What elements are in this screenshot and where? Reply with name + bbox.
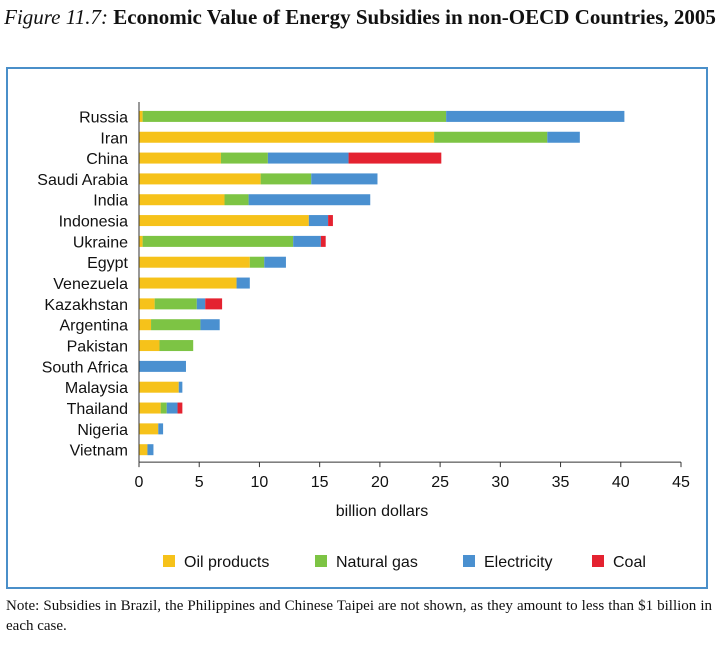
x-tick-label: 10 <box>251 474 269 491</box>
bar-egypt-natural-gas <box>249 256 265 268</box>
category-label: Vietnam <box>70 443 128 460</box>
bar-saudi-arabia-natural-gas <box>260 173 312 185</box>
bar-thailand-coal <box>177 402 183 414</box>
bar-china-electricity <box>267 152 349 164</box>
bar-china-natural-gas <box>220 152 268 164</box>
x-tick-label: 30 <box>491 474 509 491</box>
category-label: Egypt <box>87 255 128 272</box>
bar-iran-natural-gas <box>434 131 548 143</box>
bar-malaysia-electricity <box>178 381 183 393</box>
bar-russia-natural-gas <box>142 110 447 122</box>
bar-pakistan-oil-products <box>139 340 160 352</box>
category-label: Iran <box>100 130 128 147</box>
x-tick-label: 5 <box>195 474 204 491</box>
category-label: Ukraine <box>73 234 128 251</box>
bar-thailand-electricity <box>166 402 178 414</box>
x-axis-title: billion dollars <box>336 503 429 520</box>
bar-ukraine-coal <box>320 235 326 247</box>
bar-malaysia-oil-products <box>139 381 179 393</box>
bar-russia-electricity <box>446 110 625 122</box>
chart-frame: Russia Iran China Saudi Arabia India Indonesi… <box>6 67 708 589</box>
category-label: Venezuela <box>53 276 128 293</box>
chart: Russia Iran China Saudi Arabia India Indonesi… <box>37 102 690 571</box>
bar-iran-oil-products <box>139 131 435 143</box>
bar-ukraine-oil-products <box>139 235 143 247</box>
category-label: Russia <box>79 109 128 126</box>
category-label: South Africa <box>42 359 128 376</box>
bar-venezuela-electricity <box>236 277 250 289</box>
bar-indonesia-coal <box>328 215 333 227</box>
category-label: Kazakhstan <box>44 297 128 314</box>
bar-kazakhstan-electricity <box>196 298 206 310</box>
category-label: Saudi Arabia <box>37 172 128 189</box>
footnote: Note: Subsidies in Brazil, the Philippin… <box>6 598 712 634</box>
bar-argentina-oil-products <box>139 319 152 331</box>
legend-swatch-natural-gas <box>315 555 327 567</box>
bar-india-oil-products <box>139 194 225 206</box>
legend-swatch-oil-products <box>163 555 175 567</box>
bar-china-oil-products <box>139 152 221 164</box>
bar-ukraine-natural-gas <box>142 235 294 247</box>
category-label: Thailand <box>67 401 128 418</box>
bar-nigeria-oil-products <box>139 423 159 435</box>
bar-argentina-natural-gas <box>151 319 201 331</box>
bar-saudi-arabia-electricity <box>311 173 378 185</box>
bar-kazakhstan-natural-gas <box>154 298 197 310</box>
legend-label-natural-gas: Natural gas <box>336 554 418 571</box>
x-tick-label: 45 <box>672 474 690 491</box>
bar-vietnam-oil-products <box>139 444 148 456</box>
category-label: Malaysia <box>65 380 128 397</box>
figure-title: Figure 11.7: Economic Value of Energy Su… <box>0 4 720 31</box>
bar-egypt-electricity <box>264 256 286 268</box>
figure-number: Figure 11.7: <box>4 5 108 29</box>
bar-india-electricity <box>248 194 371 206</box>
category-label: Indonesia <box>59 214 128 231</box>
legend-swatch-coal <box>592 555 604 567</box>
bar-pakistan-natural-gas <box>159 340 194 352</box>
bar-russia-oil-products <box>139 110 143 122</box>
figure-title-text: Economic Value of Energy Subsidies in no… <box>113 5 716 29</box>
bar-indonesia-oil-products <box>139 215 309 227</box>
bar-vietnam-electricity <box>147 444 154 456</box>
bar-thailand-oil-products <box>139 402 161 414</box>
legend-swatch-electricity <box>463 555 475 567</box>
bar-nigeria-electricity <box>158 423 164 435</box>
legend-label-coal: Coal <box>613 554 646 571</box>
category-label: Argentina <box>60 318 129 335</box>
bar-iran-electricity <box>547 131 580 143</box>
x-tick-label: 15 <box>311 474 329 491</box>
category-label: Pakistan <box>67 339 128 356</box>
legend-label-oil-products: Oil products <box>184 554 269 571</box>
bar-kazakhstan-oil-products <box>139 298 155 310</box>
bar-kazakhstan-coal <box>205 298 223 310</box>
bar-thailand-natural-gas <box>160 402 167 414</box>
legend-label-electricity: Electricity <box>484 554 552 571</box>
bar-venezuela-oil-products <box>139 277 237 289</box>
x-tick-label: 25 <box>431 474 449 491</box>
category-label: India <box>93 193 128 210</box>
category-label: Nigeria <box>77 422 128 439</box>
x-tick-label: 0 <box>135 474 144 491</box>
bar-egypt-oil-products <box>139 256 250 268</box>
bar-india-natural-gas <box>224 194 249 206</box>
x-tick-label: 35 <box>552 474 570 491</box>
bar-china-coal <box>348 152 442 164</box>
bar-south-africa-electricity <box>139 360 186 372</box>
category-label: China <box>86 151 128 168</box>
bar-saudi-arabia-oil-products <box>139 173 261 185</box>
x-tick-label: 20 <box>371 474 389 491</box>
x-tick-label: 40 <box>612 474 630 491</box>
bar-ukraine-electricity <box>293 235 321 247</box>
bar-indonesia-electricity <box>308 215 329 227</box>
bar-argentina-electricity <box>200 319 220 331</box>
